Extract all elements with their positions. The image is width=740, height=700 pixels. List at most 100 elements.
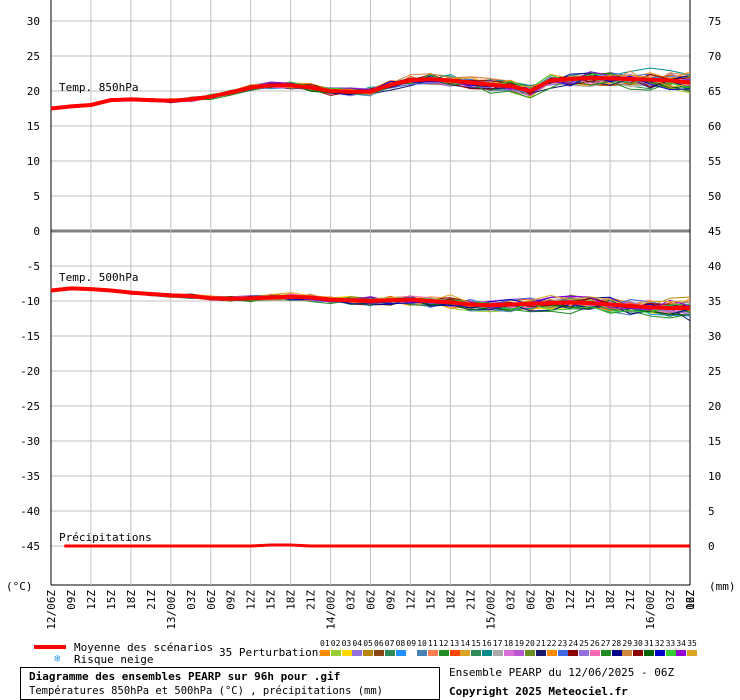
perturbation-swatch: [600, 650, 611, 656]
x-tick-label: 09Z: [544, 590, 557, 610]
perturbation-swatch: [611, 650, 622, 656]
right-unit: (mm): [709, 580, 736, 593]
x-tick-label: 15Z: [265, 590, 278, 610]
x-tick-label: 15/00Z: [484, 590, 497, 630]
perturbation-number: 19: [514, 639, 525, 648]
x-tick-label: 12Z: [245, 590, 258, 610]
perturbation-number: 11: [428, 639, 438, 648]
perturbation-swatch: [352, 650, 363, 656]
perturbation-swatch: [482, 650, 492, 656]
mean-line: [64, 543, 690, 548]
perturbation-swatch: [363, 650, 374, 656]
x-tick-label: 14/00Z: [325, 590, 338, 630]
perturbation-swatch: [546, 650, 557, 656]
right-tick-label: 75: [708, 15, 721, 28]
perturbation-number: 07: [384, 639, 395, 648]
perturbation-swatch: [568, 650, 579, 656]
perturbation-swatch: [341, 650, 352, 656]
right-tick-label: 55: [708, 155, 721, 168]
perturbation-swatch: [395, 650, 406, 656]
x-tick-label: 12Z: [564, 590, 577, 610]
x-tick-label: 09Z: [225, 590, 238, 610]
label-precipitations: Précipitations: [59, 531, 152, 544]
perturbation-number: 14: [460, 639, 471, 648]
label-850hpa: Temp. 850hPa: [59, 81, 138, 94]
perturbation-number: 03: [341, 639, 352, 648]
snowflake-icon: ❄: [54, 652, 61, 665]
left-tick-label: -20: [20, 365, 40, 378]
x-tick-label: 06Z: [684, 590, 697, 610]
perturbation-number: 23: [557, 639, 568, 648]
perturbation-number: 01: [320, 639, 330, 648]
right-tick-label: 5: [708, 505, 715, 518]
perturbation-swatch: [384, 650, 395, 656]
perturbation-swatch: [536, 650, 546, 656]
left-unit: (°C): [6, 580, 33, 593]
x-tick-label: 13/00Z: [165, 590, 178, 630]
mean-legend-label: Moyenne des scénarios: [74, 641, 214, 654]
left-tick-label: -35: [20, 470, 40, 483]
x-tick-label: 18Z: [604, 590, 617, 610]
perturbation-swatch: [676, 650, 687, 656]
left-tick-label: 5: [33, 190, 40, 203]
x-tick-label: 06Z: [205, 590, 218, 610]
mean-legend-swatch: [34, 645, 66, 649]
x-tick-label: 09Z: [65, 590, 78, 610]
left-tick-label: -5: [27, 260, 40, 273]
perturbation-swatch: [579, 650, 590, 656]
x-tick-label: 12Z: [85, 590, 98, 610]
right-tick-label: 0: [708, 540, 715, 553]
perturbation-swatch: [633, 650, 644, 656]
perturbation-number: 35: [687, 639, 697, 648]
right-tick-label: 45: [708, 225, 721, 238]
left-tick-label: -40: [20, 505, 40, 518]
perturbation-number: 05: [363, 639, 373, 648]
perturbation-number: 29: [622, 639, 633, 648]
perturbation-number: 32: [654, 639, 665, 648]
right-tick-label: 30: [708, 330, 721, 343]
perturbation-swatch: [406, 650, 417, 656]
right-tick-label: 65: [708, 85, 721, 98]
right-tick-label: 10: [708, 470, 721, 483]
perturbation-swatch: [503, 650, 514, 656]
perturbations-label: 35 Perturbations: [219, 646, 325, 659]
right-tick-label: 60: [708, 120, 721, 133]
perturbation-swatch: [374, 650, 384, 656]
left-tick-label: -15: [20, 330, 40, 343]
perturbation-swatch: [417, 650, 428, 656]
perturbation-swatch: [514, 650, 525, 656]
perturbation-number: 17: [492, 639, 503, 648]
mean-line: [50, 286, 690, 310]
left-tick-label: 15: [27, 120, 40, 133]
x-tick-label: 15Z: [105, 590, 118, 610]
copyright: Copyright 2025 Meteociel.fr: [449, 685, 628, 698]
x-tick-label: 18Z: [444, 590, 457, 610]
perturbation-swatch: [665, 650, 676, 656]
chart-title: Diagramme des ensembles PEARP sur 96h po…: [29, 670, 341, 683]
perturbation-number: 22: [546, 639, 557, 648]
right-tick-label: 15: [708, 435, 721, 448]
perturbation-swatch: [622, 650, 633, 656]
perturbation-swatch: [460, 650, 471, 656]
perturbation-number: 30: [633, 639, 643, 648]
perturbation-swatch: [687, 650, 698, 656]
right-tick-label: 50: [708, 190, 721, 203]
right-tick-label: 35: [708, 295, 721, 308]
right-tick-label: 20: [708, 400, 721, 413]
perturbation-swatch: [525, 650, 536, 656]
x-tick-label: 15Z: [584, 590, 597, 610]
perturbation-swatch: [654, 650, 665, 656]
x-tick-label: 12Z: [684, 590, 697, 610]
perturbation-number: 18: [503, 639, 514, 648]
label-500hpa: Temp. 500hPa: [59, 271, 138, 284]
perturbation-swatch: [449, 650, 460, 656]
x-tick-label: 12/06Z: [45, 590, 58, 630]
perturbation-number: 27: [600, 639, 611, 648]
x-tick-label: 03Z: [504, 590, 517, 610]
run-info: Ensemble PEARP du 12/06/2025 - 06Z: [449, 666, 675, 679]
perturbation-number: 31: [644, 639, 654, 648]
right-tick-label: 70: [708, 50, 721, 63]
perturbation-number: 15: [471, 639, 481, 648]
